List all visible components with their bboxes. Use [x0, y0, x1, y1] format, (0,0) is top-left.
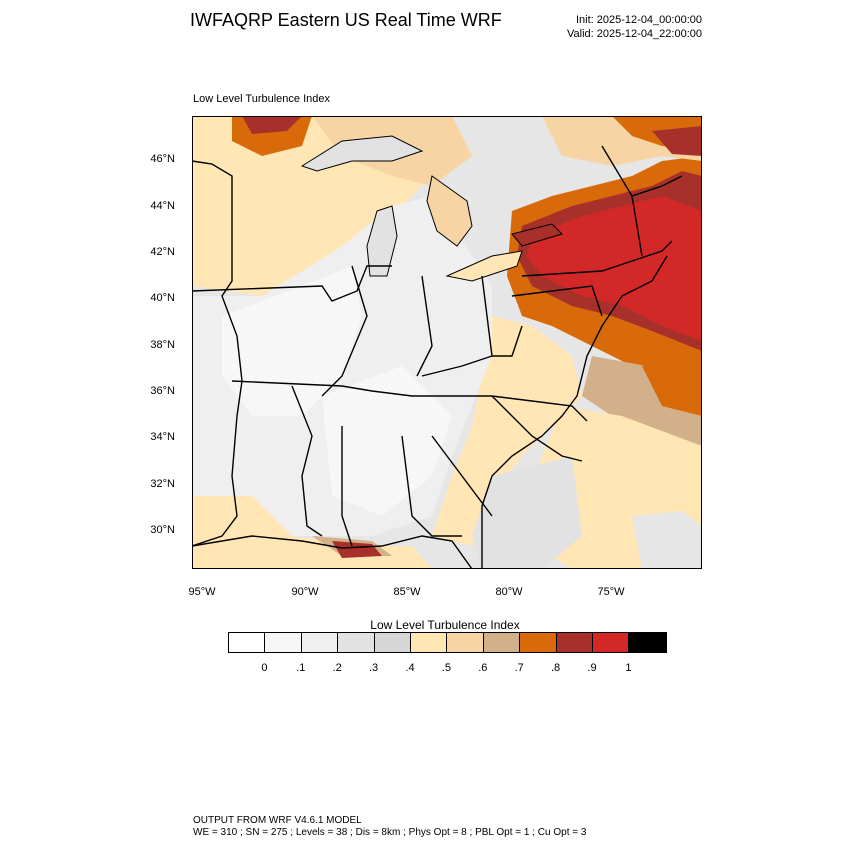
colorbar-swatch [374, 633, 411, 652]
lat-label-36n: 36°N [150, 385, 175, 397]
colorbar-swatch [629, 633, 666, 652]
colorbar-tick-label: .2 [332, 662, 342, 674]
model-info-line2: WE = 310 ; SN = 275 ; Levels = 38 ; Dis … [193, 827, 587, 838]
lat-label-30n: 30°N [150, 524, 175, 536]
time-info: Init: 2025-12-04_00:00:00 Valid: 2025-12… [567, 13, 702, 41]
colorbar-title: Low Level Turbulence Index [370, 618, 520, 632]
model-info: OUTPUT FROM WRF V4.6.1 MODEL WE = 310 ; … [193, 815, 586, 839]
lon-label-90w: 90°W [291, 586, 319, 598]
plot-title: IWFAQRP Eastern US Real Time WRF [190, 10, 502, 30]
lat-label-32n: 32°N [150, 478, 175, 490]
lon-label-85w: 85°W [393, 586, 421, 598]
lon-label-95w: 95°W [188, 586, 216, 598]
model-info-line1: OUTPUT FROM WRF V4.6.1 MODEL [193, 815, 362, 826]
colorbar-tick-label: .3 [369, 662, 379, 674]
colorbar-swatch [229, 633, 266, 652]
valid-time: Valid: 2025-12-04_22:00:00 [567, 28, 702, 40]
lat-label-40n: 40°N [150, 292, 175, 304]
colorbar-swatch [447, 633, 484, 652]
colorbar [228, 632, 667, 653]
colorbar-swatch [338, 633, 375, 652]
colorbar-swatch [301, 633, 339, 652]
colorbar-swatch [410, 633, 448, 652]
colorbar-tick-label: .4 [405, 662, 415, 674]
init-time: Init: 2025-12-04_00:00:00 [576, 14, 702, 26]
lat-label-46n: 46°N [150, 153, 175, 165]
lat-label-34n: 34°N [150, 431, 175, 443]
colorbar-swatch [520, 633, 557, 652]
colorbar-tick-label: .6 [478, 662, 488, 674]
colorbar-swatch [265, 633, 302, 652]
colorbar-tick-label: .9 [587, 662, 597, 674]
colorbar-tick-label: 0 [261, 662, 268, 674]
turbulence-map [192, 116, 702, 569]
colorbar-tick-label: .5 [441, 662, 451, 674]
colorbar-swatch [592, 633, 630, 652]
lat-label-42n: 42°N [150, 246, 175, 258]
lat-label-38n: 38°N [150, 339, 175, 351]
lon-label-75w: 75°W [597, 586, 625, 598]
colorbar-swatch [483, 633, 521, 652]
colorbar-tick-label: 1 [625, 662, 632, 674]
colorbar-tick-label: .8 [551, 662, 561, 674]
lon-label-80w: 80°W [495, 586, 523, 598]
colorbar-tick-label: .7 [514, 662, 524, 674]
lat-label-44n: 44°N [150, 200, 175, 212]
colorbar-swatch [556, 633, 593, 652]
colorbar-tick-label: .1 [296, 662, 306, 674]
map-subtitle: Low Level Turbulence Index [193, 93, 330, 105]
